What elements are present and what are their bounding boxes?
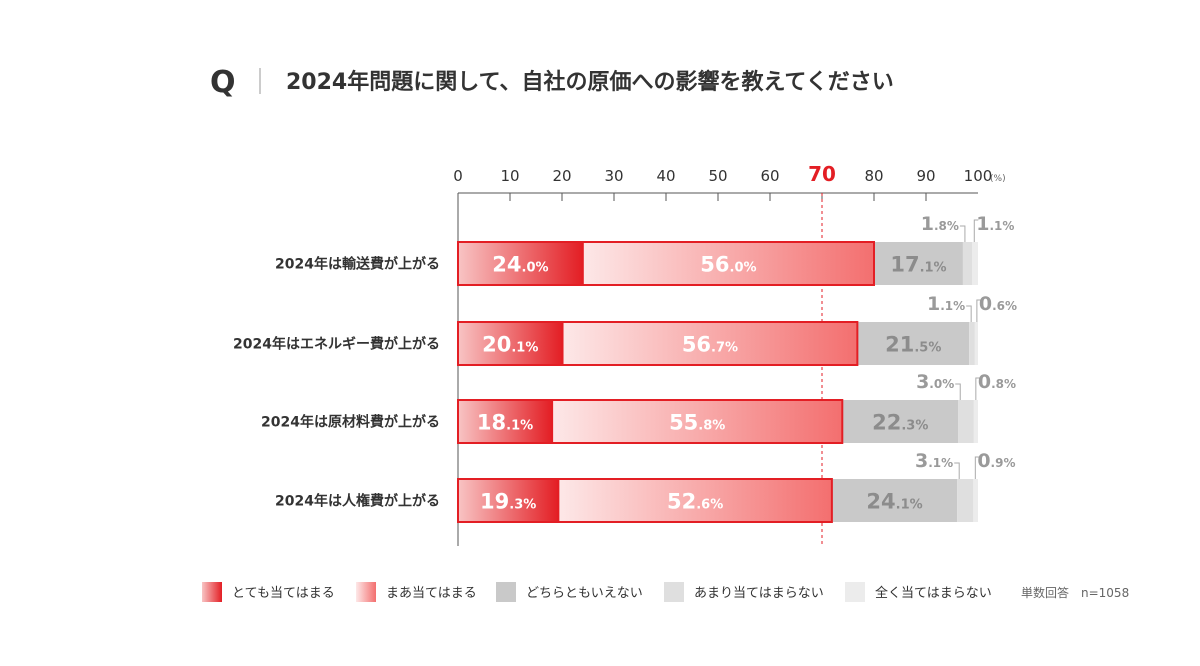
bar-segment-4 — [969, 322, 975, 365]
bar-segment-5 — [972, 242, 978, 285]
x-axis-unit: (%) — [990, 174, 1006, 184]
x-tick-label: 40 — [656, 167, 675, 185]
data-label: 24.1% — [866, 490, 922, 514]
category-label: 2024年は人権費が上がる — [275, 493, 440, 510]
bar-segment-2 — [552, 400, 843, 443]
bar-segment-2 — [558, 479, 832, 522]
bar-segment-1 — [458, 242, 583, 285]
legend: とても当てはまる まあ当てはまる どちらともいえない あまり当てはまらない 全く当てはま… — [202, 582, 1129, 602]
bar-segment-3 — [874, 242, 963, 285]
bar-segment-2 — [582, 242, 874, 285]
data-label: 52.6% — [667, 490, 723, 514]
bar-segment-5 — [973, 400, 978, 443]
leader-line — [975, 377, 980, 400]
data-label: 18.1% — [477, 411, 533, 435]
data-label: 3.1% — [915, 450, 953, 472]
data-label: 56.7% — [682, 333, 738, 357]
bar-segment-4 — [962, 242, 973, 285]
legend-swatch — [664, 582, 684, 602]
x-tick-label: 30 — [604, 167, 623, 185]
leader-line — [955, 383, 961, 400]
data-label: 19.3% — [480, 490, 536, 514]
legend-swatch — [202, 582, 222, 602]
legend-swatch — [845, 582, 865, 602]
data-label: 56.0% — [700, 253, 756, 277]
data-labels: 2024年は輸送費が上がる 24.0% 56.0% 17.1% 1.8% 1.1% 2024… — [233, 213, 1017, 514]
bar-segment-5 — [973, 479, 978, 522]
category-label: 2024年は原材料費が上がる — [261, 414, 440, 431]
question-prefix: Q — [210, 65, 236, 100]
data-label: 55.8% — [669, 411, 725, 435]
legend-label: まあ当てはまる — [386, 586, 477, 601]
sample-note: 単数回答 n=1058 — [1021, 585, 1129, 600]
leader-line — [976, 299, 981, 322]
category-label: 2024年はエネルギー費が上がる — [233, 336, 440, 353]
bar-segment-1 — [458, 400, 553, 443]
bar-agree-outline — [457, 321, 859, 366]
data-label: 1.1% — [927, 293, 965, 315]
x-tick-label: 80 — [864, 167, 883, 185]
x-tick-label: 10 — [500, 167, 519, 185]
bar-segment-4 — [957, 479, 974, 522]
legend-swatch — [496, 582, 516, 602]
data-label: 0.9% — [977, 450, 1015, 472]
leader-line — [954, 462, 960, 479]
legend-label: とても当てはまる — [232, 586, 335, 601]
data-label: 17.1% — [890, 253, 946, 277]
data-label: 0.8% — [978, 371, 1016, 393]
bar-agree-outline — [457, 399, 844, 444]
question-text: 2024年問題に関して、自社の原価への影響を教えてください — [286, 69, 894, 95]
bar-segment-4 — [958, 400, 974, 443]
bars — [457, 219, 981, 523]
data-label: 3.0% — [916, 371, 954, 393]
data-label: 24.0% — [492, 253, 548, 277]
bar-agree-outline — [457, 241, 875, 286]
x-tick-label: 90 — [916, 167, 935, 185]
x-tick-label: 20 — [552, 167, 571, 185]
x-tick-label: 100 — [964, 167, 993, 185]
leader-line — [959, 225, 966, 242]
data-label: 1.8% — [921, 213, 959, 235]
bar-agree-outline — [457, 478, 833, 523]
bar-segment-3 — [857, 322, 970, 365]
x-tick-label: 50 — [708, 167, 727, 185]
leader-line — [973, 219, 979, 242]
data-label: 0.6% — [979, 293, 1017, 315]
legend-label: 全く当てはまらない — [875, 585, 992, 601]
data-label: 22.3% — [872, 411, 928, 435]
leader-line — [966, 305, 972, 322]
legend-swatch — [356, 582, 376, 602]
legend-label: どちらともいえない — [526, 586, 643, 601]
data-label: 21.5% — [885, 333, 941, 357]
leader-line — [974, 456, 980, 479]
bar-segment-3 — [842, 400, 959, 443]
legend-label: あまり当てはまらない — [694, 586, 824, 601]
bar-segment-1 — [458, 479, 559, 522]
bar-segment-2 — [562, 322, 858, 365]
x-tick-label: 70 — [808, 162, 836, 186]
data-label: 1.1% — [976, 213, 1014, 235]
bar-segment-3 — [831, 479, 958, 522]
category-label: 2024年は輸送費が上がる — [275, 256, 440, 273]
bar-segment-5 — [974, 322, 978, 365]
data-label: 20.1% — [482, 333, 538, 357]
x-tick-label: 60 — [760, 167, 779, 185]
bar-segment-1 — [458, 322, 563, 365]
x-tick-label: 0 — [453, 167, 463, 185]
